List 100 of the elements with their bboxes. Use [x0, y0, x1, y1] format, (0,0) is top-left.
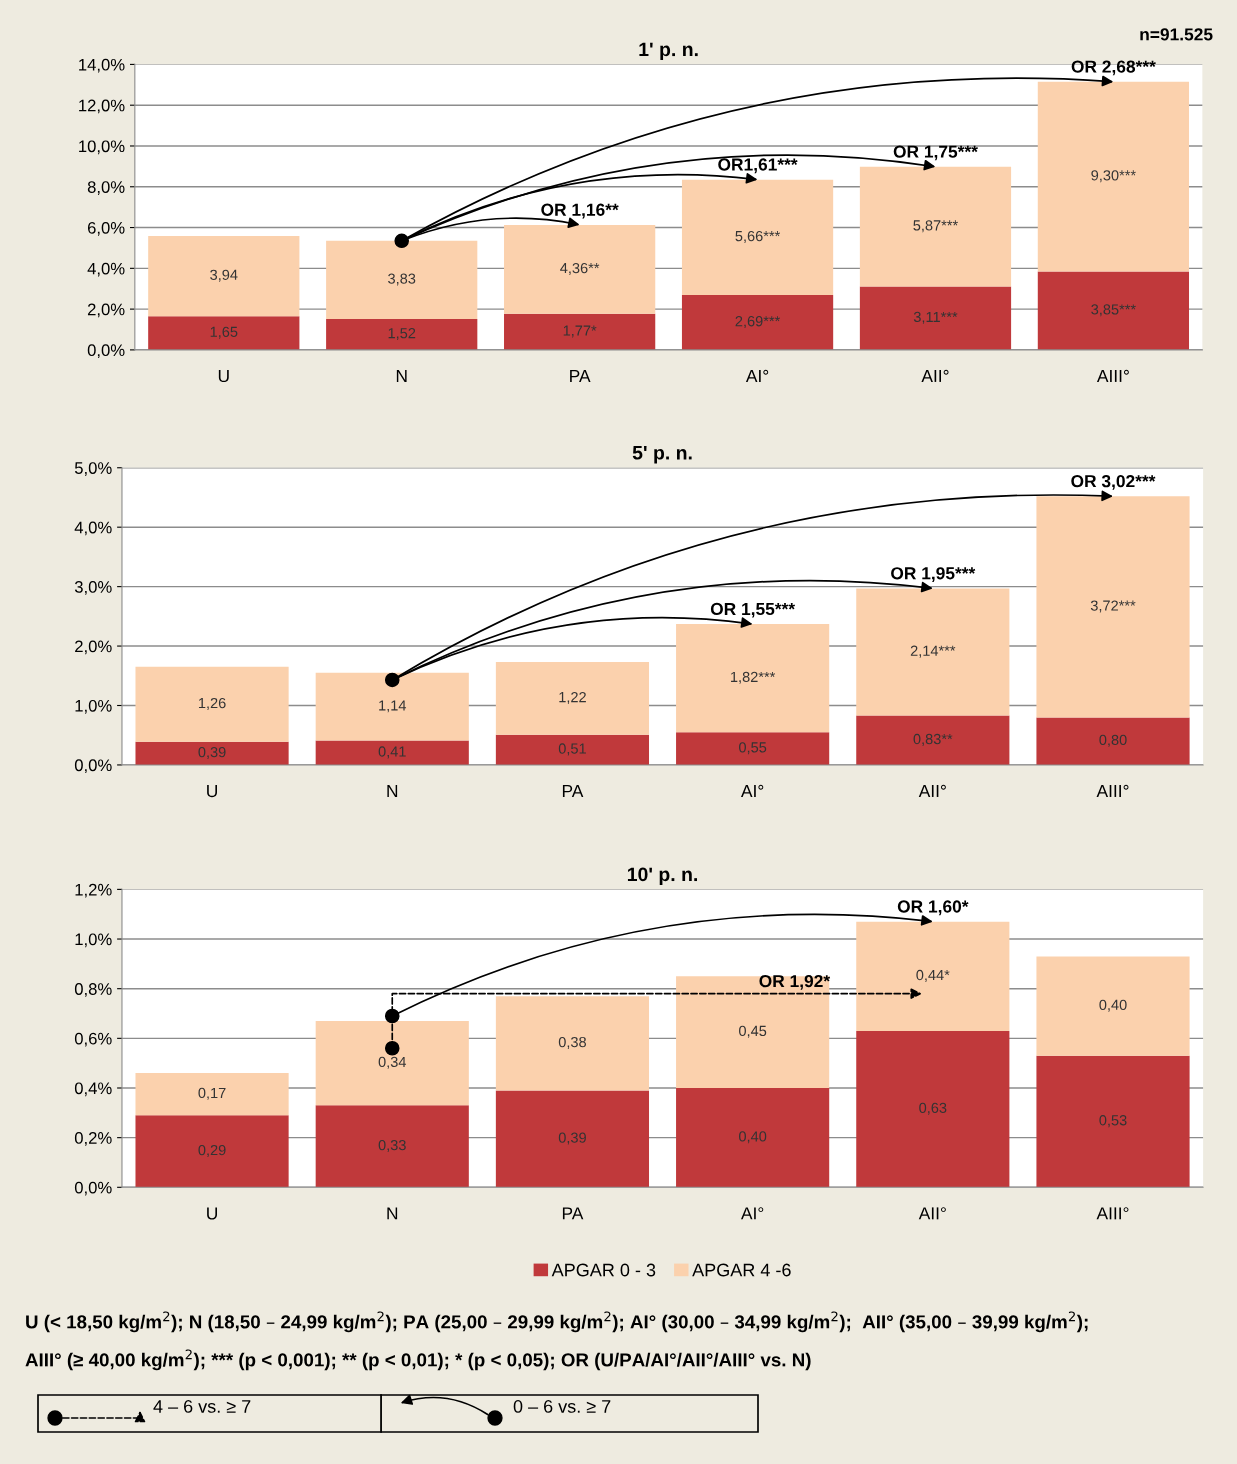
data-label: 3,94: [210, 269, 238, 282]
bar: [856, 588, 1010, 716]
x-tick-label: PA: [562, 1207, 584, 1220]
bar: [1036, 956, 1190, 1056]
bar: [504, 313, 656, 350]
data-label: 1,65: [210, 326, 238, 339]
text: n=91.525: [1140, 28, 1213, 41]
annotation: OR 1,60*: [897, 900, 969, 916]
bar: [326, 318, 478, 350]
bar: [315, 740, 469, 765]
data-label: 0,29: [198, 1144, 226, 1157]
bar: [856, 715, 1010, 765]
text: 0 – 6 vs. ≥ 7: [513, 1400, 611, 1413]
bar: [135, 666, 289, 742]
data-label: 0,80: [1099, 734, 1127, 747]
bar: [135, 741, 289, 765]
bar: [681, 179, 834, 296]
y-tick-label: 4,0%: [74, 521, 112, 536]
data-label: 0,39: [558, 1132, 586, 1145]
annotation: OR1,61***: [718, 158, 798, 174]
bar: [676, 732, 830, 765]
y-tick-label: 8,0%: [87, 181, 125, 195]
y-tick-label: 0,2%: [74, 1132, 112, 1146]
y-tick-label: 1,2%: [75, 883, 112, 898]
data-label: 3,83: [388, 273, 416, 286]
data-label: 5,66***: [735, 230, 781, 243]
x-tick-label: AIII°: [1096, 784, 1129, 797]
bar: [148, 316, 300, 350]
annotation: OR 1,16**: [541, 203, 619, 219]
x-tick-label: AIII°: [1096, 369, 1129, 382]
bar: [1037, 271, 1190, 350]
x-tick-label: AII°: [921, 369, 949, 382]
data-label: 1,52: [388, 327, 416, 341]
data-label: 0,51: [558, 743, 586, 756]
x-tick-label: U: [207, 785, 217, 798]
data-label: 0,34: [378, 1056, 407, 1069]
y-tick-label: 10,0%: [79, 140, 125, 155]
y-tick-label: 0,0%: [74, 1181, 112, 1196]
bar: [326, 240, 478, 319]
bar: [859, 166, 1012, 287]
data-label: 0,45: [739, 1025, 767, 1038]
data-label: 9,30***: [1091, 170, 1136, 183]
chart-title: 1' p. n.: [639, 42, 698, 61]
x-tick-label: AI°: [745, 369, 769, 382]
bar: [148, 235, 300, 317]
bar: [495, 1090, 650, 1188]
data-label: 0,63: [919, 1102, 947, 1115]
data-label: 1,14: [379, 700, 407, 713]
annotation: OR 1,55***: [710, 602, 796, 618]
text: U (< 18,50 kg/m$^{2}$); N (18,50 – 24,99 kg/m$^{2}$); PA (25,00 – 29,99 kg/m$^{2}$); AI° (30,00 – 34,99 kg/m$^{2}$); AII° (35,00 – 39,99 kg/m$^{2}$);: [26, 1311, 1088, 1333]
bar: [859, 286, 1012, 350]
bar: [856, 1030, 1010, 1188]
y-tick-label: 0,4%: [74, 1082, 112, 1097]
y-tick-label: 0,0%: [87, 344, 125, 359]
bar: [504, 224, 656, 314]
data-label: 0,83**: [913, 733, 953, 746]
x-tick-label: AII°: [918, 1207, 946, 1220]
data-label: 1,26: [198, 697, 226, 710]
y-tick-label: 2,0%: [75, 640, 112, 655]
data-label: 1,22: [559, 691, 586, 705]
bar: [676, 976, 830, 1088]
x-tick-label: AI°: [740, 784, 764, 797]
data-label: 3,72***: [1090, 600, 1136, 613]
bar: [315, 672, 469, 741]
annotation: OR 1,95***: [891, 567, 976, 582]
y-tick-label: 3,0%: [74, 581, 112, 595]
data-label: 1,77*: [563, 325, 597, 338]
x-tick-label: PA: [570, 369, 591, 382]
y-tick-label: 12,0%: [79, 99, 125, 114]
bar: [135, 1073, 289, 1116]
data-label: 3,11***: [913, 311, 958, 324]
data-label: 0,40: [1099, 999, 1127, 1012]
bar: [1036, 1055, 1190, 1188]
text: 4 – 6 vs. ≥ 7: [153, 1400, 251, 1413]
x-tick-label: AIII°: [1096, 1207, 1129, 1220]
bar: [1036, 496, 1190, 718]
x-tick-label: PA: [562, 785, 584, 797]
data-label: 0,41: [378, 746, 406, 759]
x-tick-label: N: [396, 369, 407, 382]
bar: [495, 662, 650, 735]
annotation: OR 3,02***: [1071, 475, 1156, 490]
bar: [681, 295, 834, 350]
data-label: 2,14***: [910, 645, 956, 658]
bar: [856, 921, 1010, 1031]
data-label: 3,85***: [1091, 304, 1136, 317]
x-tick-label: N: [387, 1207, 398, 1220]
bar: [315, 1105, 469, 1188]
y-tick-label: 5,0%: [74, 462, 112, 476]
data-label: 0,39: [198, 746, 226, 759]
annotation: OR 1,75***: [893, 145, 978, 161]
bar: [495, 734, 650, 765]
chart-title: 10' p. n.: [627, 867, 698, 886]
legend-label: APGAR 0 - 3: [551, 1263, 656, 1277]
x-tick-label: U: [207, 1207, 217, 1220]
bar: [1037, 81, 1190, 272]
y-tick-label: 0,6%: [74, 1032, 112, 1047]
legend-label: APGAR 4 -6: [692, 1263, 791, 1277]
y-tick-label: 14,0%: [79, 58, 125, 73]
data-label: 0,44*: [916, 969, 950, 982]
data-label: 0,55: [739, 742, 767, 755]
